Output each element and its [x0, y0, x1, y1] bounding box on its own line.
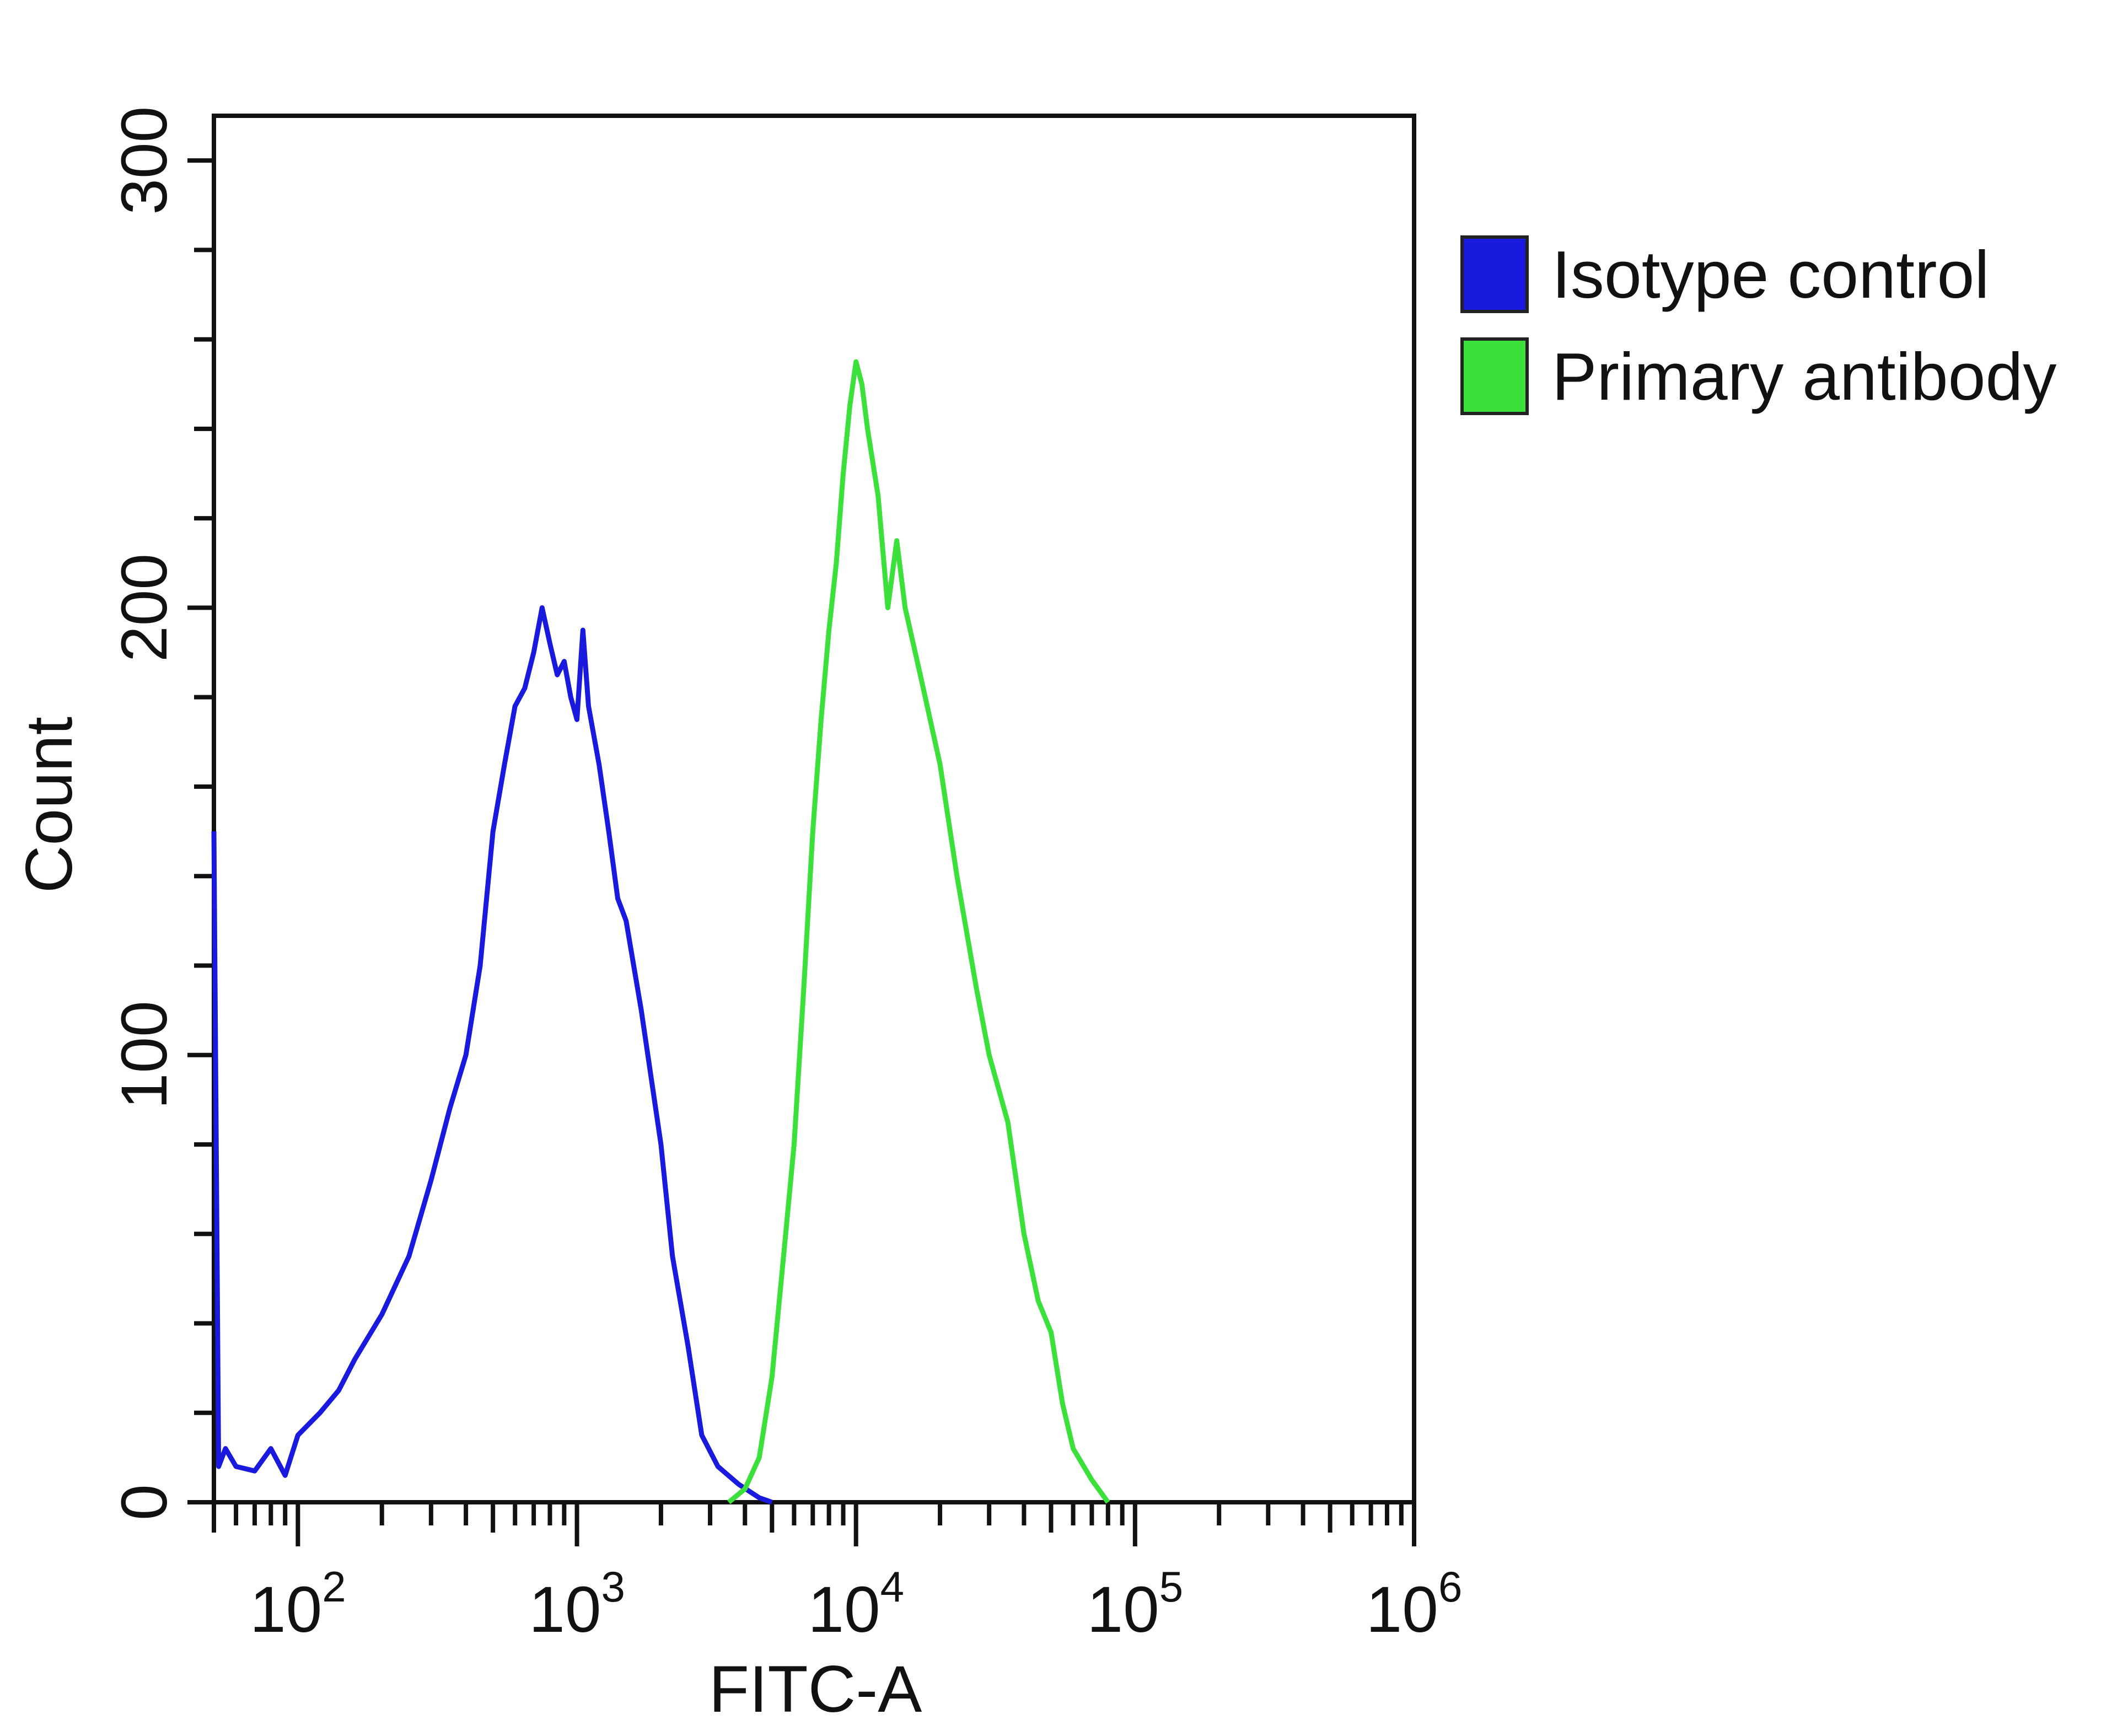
legend-swatch [1460, 337, 1529, 415]
series-line-isotype-control [211, 605, 773, 1505]
x-tick-label: 106 [1366, 1562, 1463, 1646]
y-axis-ticks: 0 100 200 300 [108, 106, 214, 1520]
y-tick-label: 0 [108, 1484, 181, 1520]
legend-label: Primary antibody [1552, 339, 2056, 414]
x-axis-ticks: 102 103 104 105 106 [212, 1502, 1463, 1646]
x-axis-title: FITC-A [709, 1652, 922, 1726]
x-tick-label: 103 [529, 1562, 625, 1646]
y-tick-label: 200 [108, 553, 181, 662]
x-tick-label: 105 [1087, 1562, 1184, 1646]
data-series [211, 359, 1110, 1505]
legend-swatch [1460, 235, 1529, 313]
legend: Isotype control Primary antibody [1460, 235, 2056, 415]
legend-label: Isotype control [1552, 237, 1989, 312]
y-tick-label: 100 [108, 1001, 181, 1109]
x-tick-label: 104 [808, 1562, 904, 1646]
y-axis-title: Count [12, 717, 86, 893]
x-tick-label: 102 [250, 1562, 346, 1646]
series-line-primary-antibody [727, 359, 1110, 1504]
y-tick-label: 300 [108, 106, 181, 215]
